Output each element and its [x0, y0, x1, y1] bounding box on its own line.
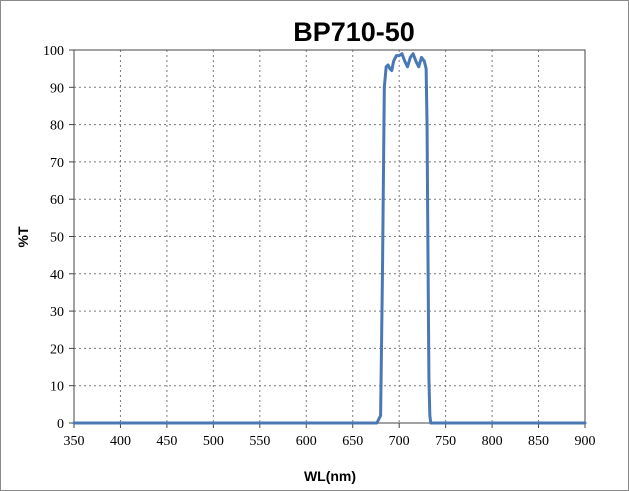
y-tick-label: 80 [50, 119, 64, 134]
x-tick-label: 500 [203, 434, 224, 449]
axes: 350 400 450 500 550 600 650 700 750 800 850 900 0 10 2… [43, 44, 596, 449]
x-tick-label: 800 [482, 434, 503, 449]
y-tick-label: 60 [50, 193, 64, 208]
x-tick-label: 850 [528, 434, 549, 449]
x-tick-label: 650 [342, 434, 363, 449]
transmission-series-line [72, 52, 587, 425]
series-layer [72, 52, 587, 425]
x-tick-label: 400 [110, 434, 131, 449]
x-tick-label: 900 [575, 434, 596, 449]
y-tick-label: 90 [50, 81, 64, 96]
x-axis-label: WL(nm) [304, 468, 356, 484]
x-tick-label: 600 [296, 434, 317, 449]
y-tick-label: 70 [50, 156, 64, 171]
chart-title: BP710-50 [293, 17, 415, 47]
x-tick-label: 750 [435, 434, 456, 449]
x-tick-label: 350 [64, 434, 85, 449]
y-tick-label: 40 [50, 268, 64, 283]
y-axis-label: %T [15, 226, 31, 247]
y-tick-label: 20 [50, 342, 64, 357]
grid [74, 50, 585, 423]
y-tick-label: 100 [43, 44, 64, 59]
y-tick-label: 0 [57, 417, 64, 432]
x-tick-label: 450 [156, 434, 177, 449]
x-tick-label: 700 [389, 434, 410, 449]
y-tick-label: 50 [50, 231, 64, 246]
x-tick-label: 550 [249, 434, 270, 449]
y-tick-label: 30 [50, 305, 64, 320]
y-tick-label: 10 [50, 380, 64, 395]
